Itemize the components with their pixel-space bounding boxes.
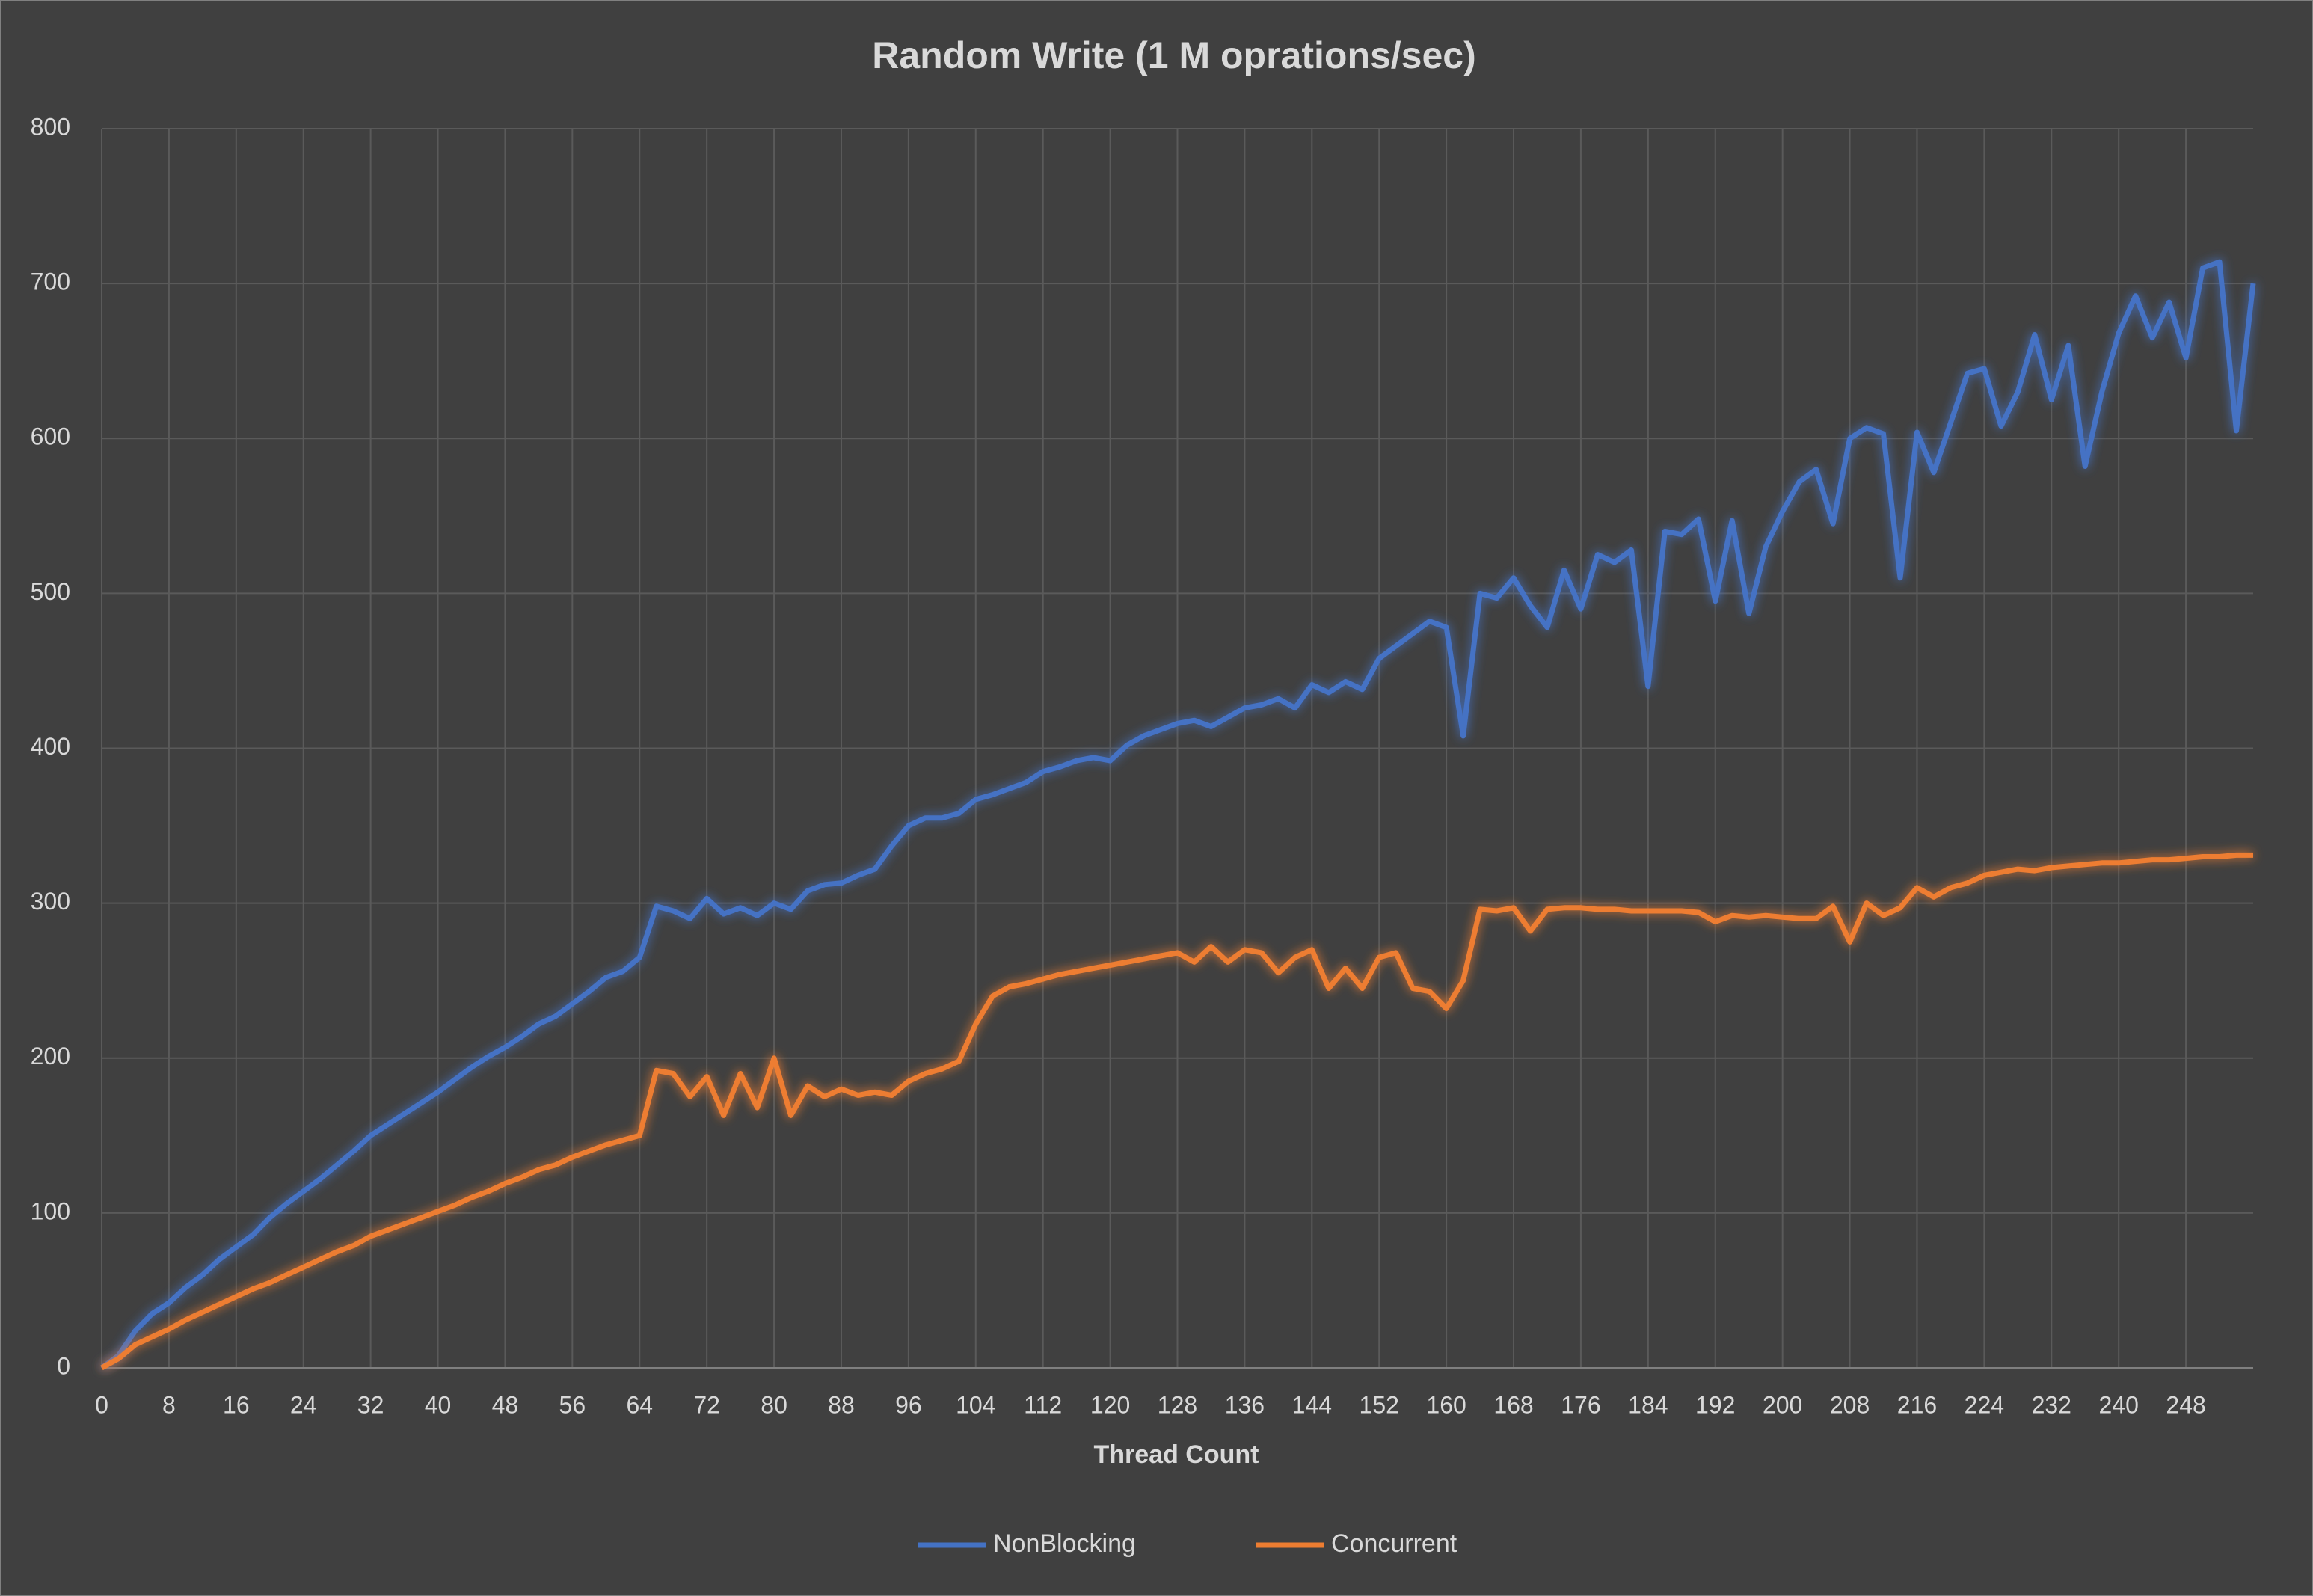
x-tick-label: 32 xyxy=(357,1391,384,1418)
series-line xyxy=(99,259,2256,1370)
y-tick-label: 200 xyxy=(31,1043,70,1069)
x-tick-label: 48 xyxy=(492,1391,519,1418)
x-tick-label: 40 xyxy=(425,1391,452,1418)
x-tick-label: 248 xyxy=(2166,1391,2205,1418)
y-tick-label: 400 xyxy=(31,733,70,760)
x-tick-label: 152 xyxy=(1360,1391,1399,1418)
x-tick-label: 240 xyxy=(2098,1391,2138,1418)
chart-title: Random Write (1 M oprations/sec) xyxy=(872,34,1476,76)
x-tick-label: 112 xyxy=(1024,1391,1062,1418)
y-tick-label: 500 xyxy=(31,578,70,605)
x-tick-label: 208 xyxy=(1830,1391,1870,1418)
legend-label: Concurrent xyxy=(1331,1529,1457,1558)
y-tick-label: 0 xyxy=(57,1352,70,1379)
series-line xyxy=(100,852,2253,1371)
x-tick-label: 176 xyxy=(1561,1391,1600,1418)
x-tick-label: 216 xyxy=(1897,1391,1937,1418)
x-tick-label: 96 xyxy=(895,1391,922,1418)
x-tick-label: 88 xyxy=(828,1391,855,1418)
x-tick-label: 168 xyxy=(1493,1391,1533,1418)
legend-label: NonBlocking xyxy=(993,1529,1136,1558)
x-tick-label: 120 xyxy=(1090,1391,1130,1418)
x-tick-label: 0 xyxy=(95,1391,108,1418)
y-tick-label: 100 xyxy=(31,1197,70,1224)
y-tick-label: 800 xyxy=(31,113,70,140)
x-tick-label: 8 xyxy=(162,1391,176,1418)
x-tick-label: 144 xyxy=(1292,1391,1332,1418)
x-tick-label: 224 xyxy=(1965,1391,2004,1418)
y-tick-label: 300 xyxy=(31,888,70,915)
x-tick-label: 232 xyxy=(2032,1391,2071,1418)
x-axis-title: Thread Count xyxy=(1094,1440,1259,1469)
x-tick-label: 104 xyxy=(956,1391,995,1418)
y-tick-label: 600 xyxy=(31,423,70,450)
x-tick-label: 80 xyxy=(761,1391,787,1418)
x-tick-label: 136 xyxy=(1225,1391,1265,1418)
x-tick-label: 160 xyxy=(1426,1391,1466,1418)
x-tick-label: 56 xyxy=(559,1391,586,1418)
x-tick-label: 128 xyxy=(1158,1391,1197,1418)
y-tick-label: 700 xyxy=(31,268,70,295)
x-tick-label: 184 xyxy=(1628,1391,1668,1418)
x-tick-label: 192 xyxy=(1695,1391,1735,1418)
x-tick-label: 16 xyxy=(223,1391,250,1418)
x-tick-label: 200 xyxy=(1763,1391,1802,1418)
x-tick-label: 64 xyxy=(626,1391,653,1418)
x-tick-label: 24 xyxy=(290,1391,317,1418)
x-tick-label: 72 xyxy=(693,1391,720,1418)
